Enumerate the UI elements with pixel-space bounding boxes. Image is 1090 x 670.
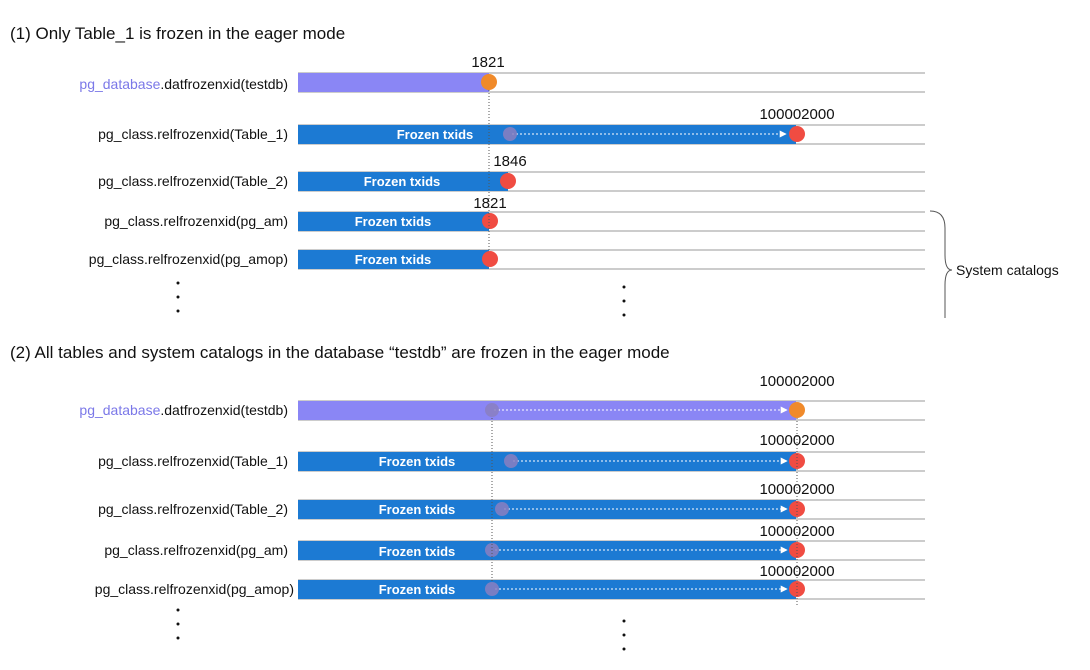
row-label: pg_class.relfrozenxid(Table_2) xyxy=(98,173,288,189)
xid-bar xyxy=(298,73,489,92)
previous-frozenxid-marker xyxy=(504,454,518,468)
row-pgam-relfrozenxid: pg_class.relfrozenxid(pg_am) Frozen txid… xyxy=(104,523,925,561)
row-table2-relfrozenxid: pg_class.relfrozenxid(Table_2) Frozen tx… xyxy=(98,481,925,520)
row-database-datfrozenxid: pg_database.datfrozenxid(testdb) 1000020… xyxy=(79,373,925,421)
row-table2-relfrozenxid: pg_class.relfrozenxid(Table_2) Frozen tx… xyxy=(98,153,925,192)
row-label: pg_class.relfrozenxid(pg_am) xyxy=(104,542,288,558)
row-label: pg_database.datfrozenxid(testdb) xyxy=(79,76,288,92)
ellipsis-dots xyxy=(176,281,626,317)
system-catalogs-label: System catalogs xyxy=(956,262,1059,278)
xid-bar xyxy=(298,250,489,269)
row-table1-relfrozenxid: pg_class.relfrozenxid(Table_1) Frozen tx… xyxy=(98,432,925,472)
xid-value-label: 1821 xyxy=(471,54,504,71)
frozenxid-marker xyxy=(482,213,498,229)
previous-frozenxid-marker xyxy=(503,127,517,141)
frozenxid-marker xyxy=(789,402,805,418)
row-pgam-relfrozenxid: pg_class.relfrozenxid(pg_am) Frozen txid… xyxy=(104,195,925,232)
bar-text: Frozen txids xyxy=(379,582,456,597)
frozenxid-marker xyxy=(482,251,498,267)
row-label: pg_class.relfrozenxid(Table_1) xyxy=(98,453,288,469)
bar-text: Frozen txids xyxy=(364,174,441,189)
xid-bar xyxy=(298,172,508,191)
frozenxid-marker xyxy=(500,173,516,189)
row-pgamop-relfrozenxid: pg_class.relfrozenxid(pg_amop) Frozen tx… xyxy=(89,249,925,270)
previous-frozenxid-marker xyxy=(495,502,509,516)
column-name: .datfrozenxid(testdb) xyxy=(160,76,288,92)
column-name: .datfrozenxid(testdb) xyxy=(160,402,288,418)
row-label: pg_class.relfrozenxid(pg_amop) xyxy=(95,581,294,597)
ellipsis-dots xyxy=(176,608,626,651)
system-catalogs-brace xyxy=(929,210,953,318)
xid-value-label: 100002000 xyxy=(759,432,834,449)
row-label: pg_database.datfrozenxid(testdb) xyxy=(79,402,288,418)
bar-text: Frozen txids xyxy=(379,454,456,469)
panel-title: (1) Only Table_1 is frozen in the eager … xyxy=(10,24,345,43)
xid-value-label: 100002000 xyxy=(759,523,834,540)
frozenxid-marker xyxy=(481,74,497,90)
xid-value-label: 1821 xyxy=(473,195,506,212)
xid-bar xyxy=(298,500,796,519)
row-pgamop-relfrozenxid: pg_class.relfrozenxid(pg_amop) Frozen tx… xyxy=(95,563,925,600)
catalog-name: pg_database xyxy=(79,76,160,92)
xid-value-label: 100002000 xyxy=(759,106,834,123)
panel-eager-table1: (1) Only Table_1 is frozen in the eager … xyxy=(10,24,1059,318)
bar-text: Frozen txids xyxy=(379,502,456,517)
row-label: pg_class.relfrozenxid(Table_2) xyxy=(98,501,288,517)
bar-text: Frozen txids xyxy=(379,544,456,559)
frozenxid-marker xyxy=(789,126,805,142)
xid-value-label: 1846 xyxy=(493,153,526,170)
previous-frozenxid-marker xyxy=(485,403,499,417)
row-label: pg_class.relfrozenxid(Table_1) xyxy=(98,126,288,142)
bar-text: Frozen txids xyxy=(397,127,474,142)
xid-bar xyxy=(298,125,796,144)
row-table1-relfrozenxid: pg_class.relfrozenxid(Table_1) Frozen tx… xyxy=(98,106,925,145)
panel-title: (2) All tables and system catalogs in th… xyxy=(10,343,670,362)
row-database-datfrozenxid: pg_database.datfrozenxid(testdb) 1821 xyxy=(79,54,925,93)
panel-eager-all: (2) All tables and system catalogs in th… xyxy=(10,343,925,651)
bar-text: Frozen txids xyxy=(355,252,432,267)
xid-bar xyxy=(298,212,489,231)
bar-text: Frozen txids xyxy=(355,214,432,229)
xid-value-label: 100002000 xyxy=(759,481,834,498)
row-label: pg_class.relfrozenxid(pg_amop) xyxy=(89,251,288,267)
previous-frozenxid-marker xyxy=(485,582,499,596)
xid-value-label: 100002000 xyxy=(759,373,834,390)
catalog-name: pg_database xyxy=(79,402,160,418)
row-label: pg_class.relfrozenxid(pg_am) xyxy=(104,213,288,229)
